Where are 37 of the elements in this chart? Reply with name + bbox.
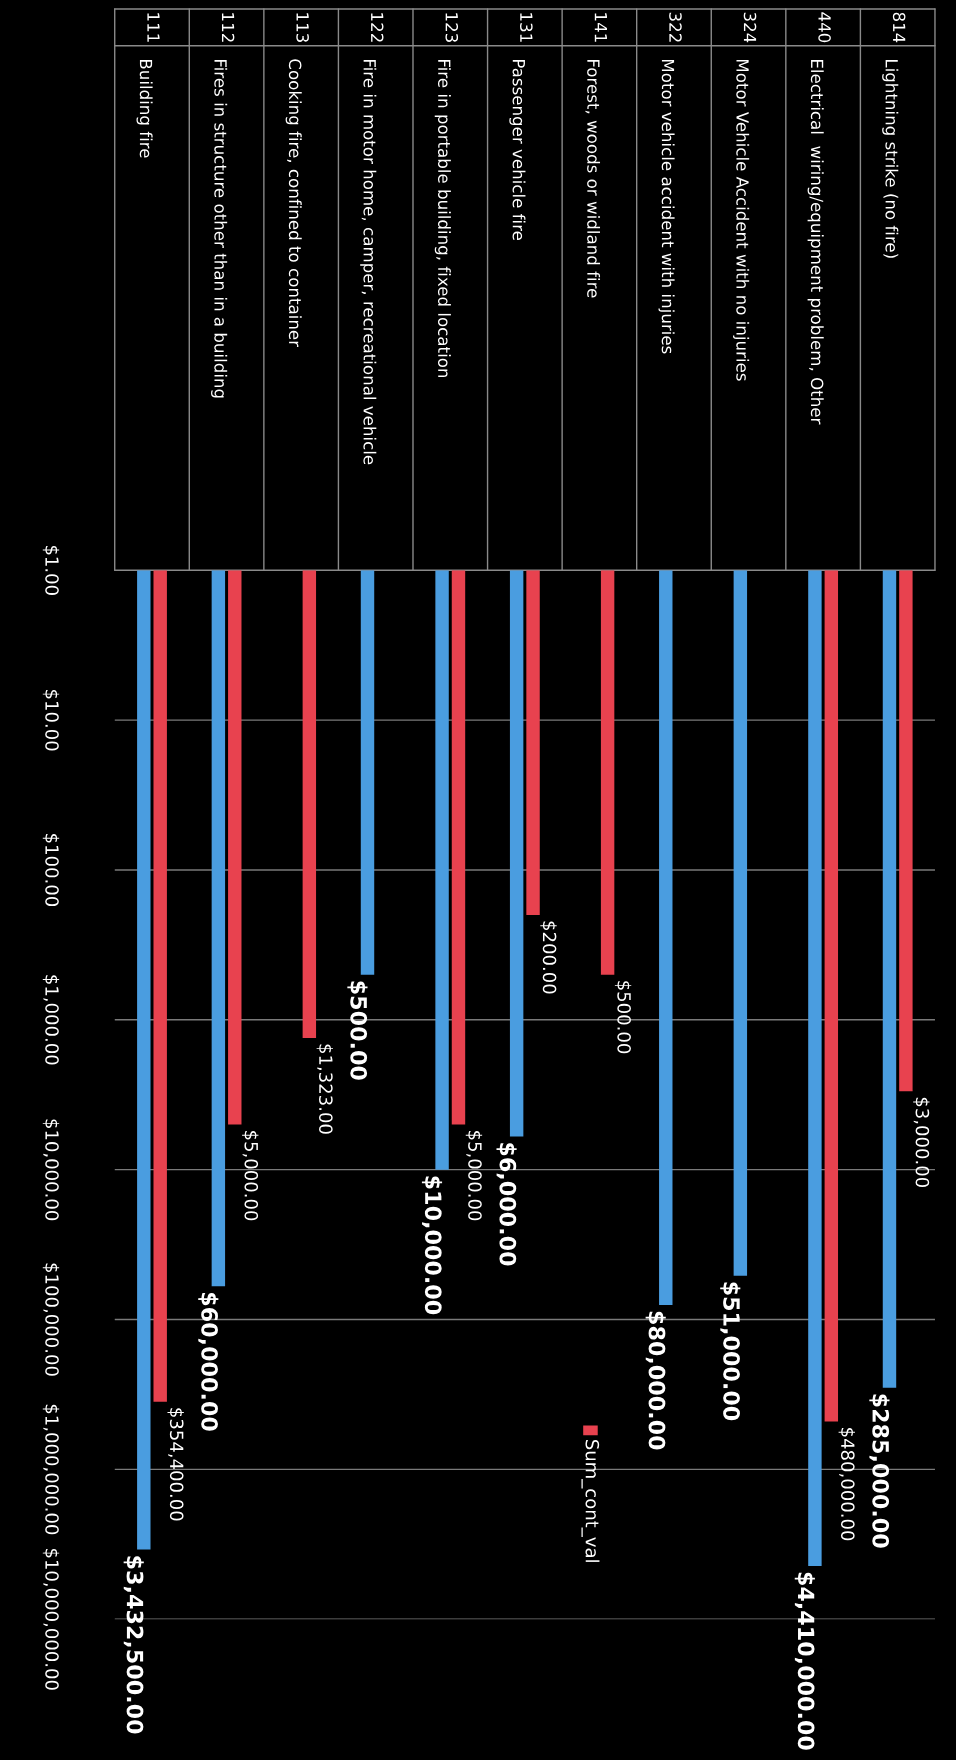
data-label: $5,000.00 bbox=[465, 1131, 483, 1221]
data-label: $10,000.00 bbox=[421, 1176, 443, 1315]
data-label: $354,400.00 bbox=[167, 1408, 184, 1521]
x-tick-label: 112 Fires in structure other than in a building bbox=[211, 13, 235, 398]
y-tick-label: $10.00 bbox=[42, 690, 60, 751]
x-tick-label: 324 Motor Vehicle Accident with no injuries bbox=[733, 12, 757, 381]
x-tick-label: 322 Motor vehicle accident with injuries bbox=[658, 12, 682, 354]
data-label: $5,000.00 bbox=[242, 1131, 259, 1221]
data-label: $480,000.00 bbox=[838, 1428, 855, 1541]
data-label: $200.00 bbox=[540, 921, 557, 994]
data-label: $4,410,000.00 bbox=[794, 1572, 815, 1750]
y-tick-label: $1,000.00 bbox=[42, 975, 60, 1065]
x-tick-label: 141 Forest, woods or widland fire bbox=[585, 13, 607, 298]
data-label: $1,323.00 bbox=[316, 1044, 333, 1134]
data-label: $3,000.00 bbox=[913, 1097, 930, 1187]
data-label: $285,000.00 bbox=[869, 1394, 890, 1548]
y-tick-label: $1,000,000.00 bbox=[42, 1404, 60, 1535]
x-tick-label: 122 Fire in motor home, camper, recreational vehicle bbox=[360, 13, 384, 465]
data-label: $60,000.00 bbox=[198, 1293, 219, 1431]
data-label: $6,000.00 bbox=[496, 1143, 517, 1266]
y-tick-label: $1.00 bbox=[42, 545, 60, 595]
y-tick-label: $100,000.00 bbox=[42, 1263, 60, 1376]
data-label: $80,000.00 bbox=[645, 1311, 666, 1450]
x-tick-label: 111 Building fire bbox=[136, 13, 160, 158]
y-tick-label: $10,000.00 bbox=[42, 1119, 60, 1221]
x-tick-label: 814 Lightning strike (no fire) bbox=[882, 12, 906, 258]
y-tick-label: $100.00 bbox=[42, 834, 60, 907]
y-tick-label: $10,000,000.00 bbox=[42, 1548, 60, 1690]
data-label: $500.00 bbox=[347, 981, 368, 1080]
x-tick-label: 131 Passenger vehicle fire bbox=[509, 13, 533, 241]
x-tick-label: 123 Fire in portable building, fixed location bbox=[434, 13, 459, 378]
data-label: $3,432,500.00 bbox=[123, 1556, 144, 1734]
x-tick-label: 440 Electrical wiring/equipment problem, Other bbox=[807, 12, 831, 425]
data-label: $51,000.00 bbox=[720, 1282, 741, 1421]
x-tick-label: 113 Cooking fire, confined to container bbox=[285, 13, 309, 348]
data-label: $500.00 bbox=[614, 981, 632, 1054]
legend-label: Sum_cont_val bbox=[581, 1439, 600, 1562]
